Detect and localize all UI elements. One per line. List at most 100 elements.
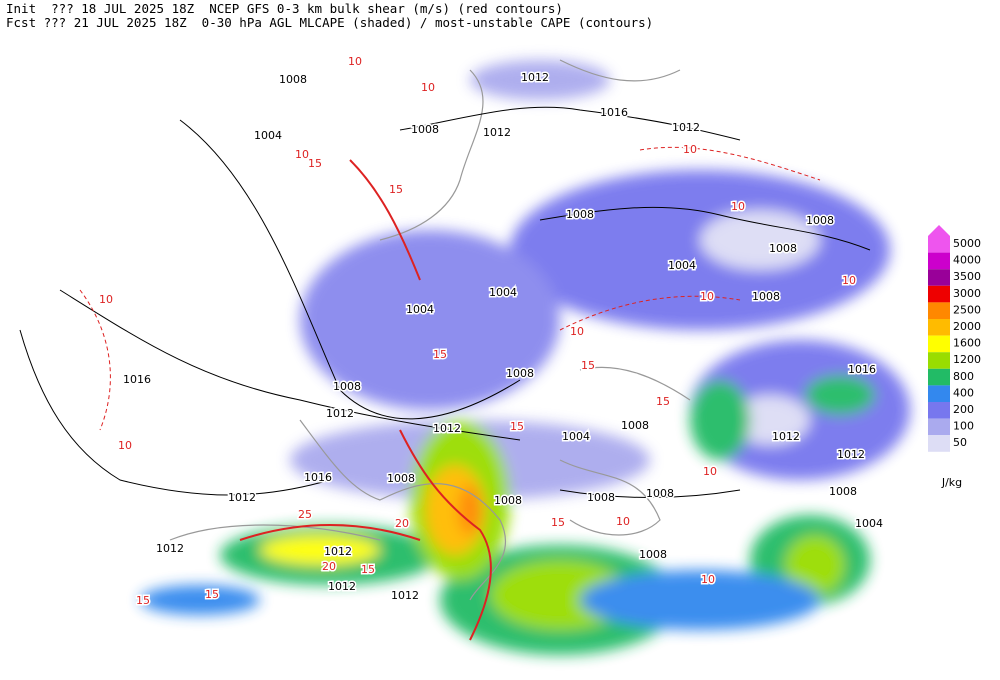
isobar-label: 1012 — [483, 126, 511, 139]
isobar-label: 1012 — [772, 430, 800, 443]
legend-label: 2500 — [953, 303, 981, 316]
isobar-label: 1004 — [855, 517, 883, 530]
isobar-label: 1008 — [333, 380, 361, 393]
legend-label: 2000 — [953, 320, 981, 333]
isobar-label: 1016 — [848, 363, 876, 376]
shear-label: 10 — [118, 439, 132, 452]
isobar-label: 1012 — [228, 491, 256, 504]
legend-label: 1200 — [953, 353, 981, 366]
isobar-label: 1008 — [752, 290, 780, 303]
coastlines — [169, 59, 691, 601]
legend-swatch — [928, 269, 950, 286]
shear-label: 15 — [551, 516, 565, 529]
isobar-label: 1016 — [304, 471, 332, 484]
isobar-label: 1012 — [324, 545, 352, 558]
shear-label: 10 — [700, 290, 714, 303]
isobar-label: 1008 — [411, 123, 439, 136]
shear-label: 10 — [616, 515, 630, 528]
isobar-label: 1012 — [328, 580, 356, 593]
isobar-label: 1016 — [123, 373, 151, 386]
isobar-label: 1012 — [672, 121, 700, 134]
legend-label: 4000 — [953, 254, 981, 267]
shear-label: 10 — [99, 293, 113, 306]
legend-label: 400 — [953, 386, 974, 399]
isobar-label: 1016 — [600, 106, 628, 119]
isobar-label: 1004 — [668, 259, 696, 272]
isobar-label: 1004 — [562, 430, 590, 443]
shear-label: 15 — [205, 588, 219, 601]
isobar-label: 1008 — [279, 73, 307, 86]
isobar-label: 1004 — [254, 129, 282, 142]
shear-label: 15 — [361, 563, 375, 576]
shear-label: 10 — [701, 573, 715, 586]
shear-label: 15 — [656, 395, 670, 408]
legend-swatch — [928, 435, 950, 452]
isobar-label: 1008 — [566, 208, 594, 221]
isobar-label: 1012 — [326, 407, 354, 420]
isobar-label: 1012 — [391, 589, 419, 602]
cape-shading — [140, 60, 910, 655]
legend: 5000 4000 3500 3000 2500 2000 1600 1200 800 400 20… — [928, 225, 981, 489]
shear-label: 10 — [842, 274, 856, 287]
shear-label: 15 — [308, 157, 322, 170]
isobar-label: 1008 — [587, 491, 615, 504]
isobar-label: 1004 — [489, 286, 517, 299]
shear-label: 20 — [395, 517, 409, 530]
shear-label: 25 — [298, 508, 312, 521]
legend-label: 5000 — [953, 237, 981, 250]
legend-label: 800 — [953, 370, 974, 383]
shear-label: 10 — [295, 148, 309, 161]
isobar-label: 1008 — [829, 485, 857, 498]
legend-swatch — [928, 285, 950, 303]
legend-arrow — [928, 225, 950, 236]
shear-label: 10 — [348, 55, 362, 68]
legend-label: 3000 — [953, 287, 981, 300]
isobar-label: 1012 — [521, 71, 549, 84]
header-line: Fcst ??? 21 JUL 2025 18Z 0-30 hPa AGL ML… — [6, 15, 654, 30]
legend-swatch — [928, 402, 950, 419]
shear-label: 10 — [683, 143, 697, 156]
isobar-label: 1012 — [433, 422, 461, 435]
legend-swatch — [928, 385, 950, 402]
shear-label: 15 — [389, 183, 403, 196]
shear-label: 10 — [570, 325, 584, 338]
shear-label: 15 — [433, 348, 447, 361]
shear-label: 10 — [731, 200, 745, 213]
legend-swatch — [928, 302, 950, 319]
isobar-label: 1008 — [639, 548, 667, 561]
isobar-label: 1004 — [406, 303, 434, 316]
legend-swatch — [928, 319, 950, 336]
shear-contours-solid — [239, 159, 492, 641]
isobar-label: 1008 — [387, 472, 415, 485]
isobar-label: 1008 — [621, 419, 649, 432]
shear-label: 10 — [703, 465, 717, 478]
isobar-label: 1008 — [769, 242, 797, 255]
isobar-label: 1008 — [646, 487, 674, 500]
shear-label: 10 — [421, 81, 435, 94]
shear-label: 15 — [136, 594, 150, 607]
isobar-label: 1008 — [506, 367, 534, 380]
isobar-label: 1008 — [494, 494, 522, 507]
legend-swatch — [928, 418, 950, 436]
legend-swatch — [928, 236, 950, 253]
legend-swatch — [928, 335, 950, 353]
header-line: Init ??? 18 JUL 2025 18Z NCEP GFS 0-3 km… — [6, 1, 563, 16]
legend-label: 50 — [953, 436, 967, 449]
legend-label: 100 — [953, 420, 974, 433]
shear-label: 15 — [581, 359, 595, 372]
shear-label: 15 — [510, 420, 524, 433]
legend-units: J/kg — [941, 476, 962, 489]
legend-label: 1600 — [953, 337, 981, 350]
shear-label: 20 — [322, 560, 336, 573]
legend-swatch — [928, 352, 950, 369]
legend-label: 3500 — [953, 270, 981, 283]
isobars — [19, 106, 871, 498]
isobar-label: 1012 — [837, 448, 865, 461]
legend-swatch — [928, 368, 950, 386]
shear-contours — [79, 146, 821, 431]
legend-swatch — [928, 252, 950, 270]
isobar-label: 1008 — [806, 214, 834, 227]
legend-label: 200 — [953, 403, 974, 416]
